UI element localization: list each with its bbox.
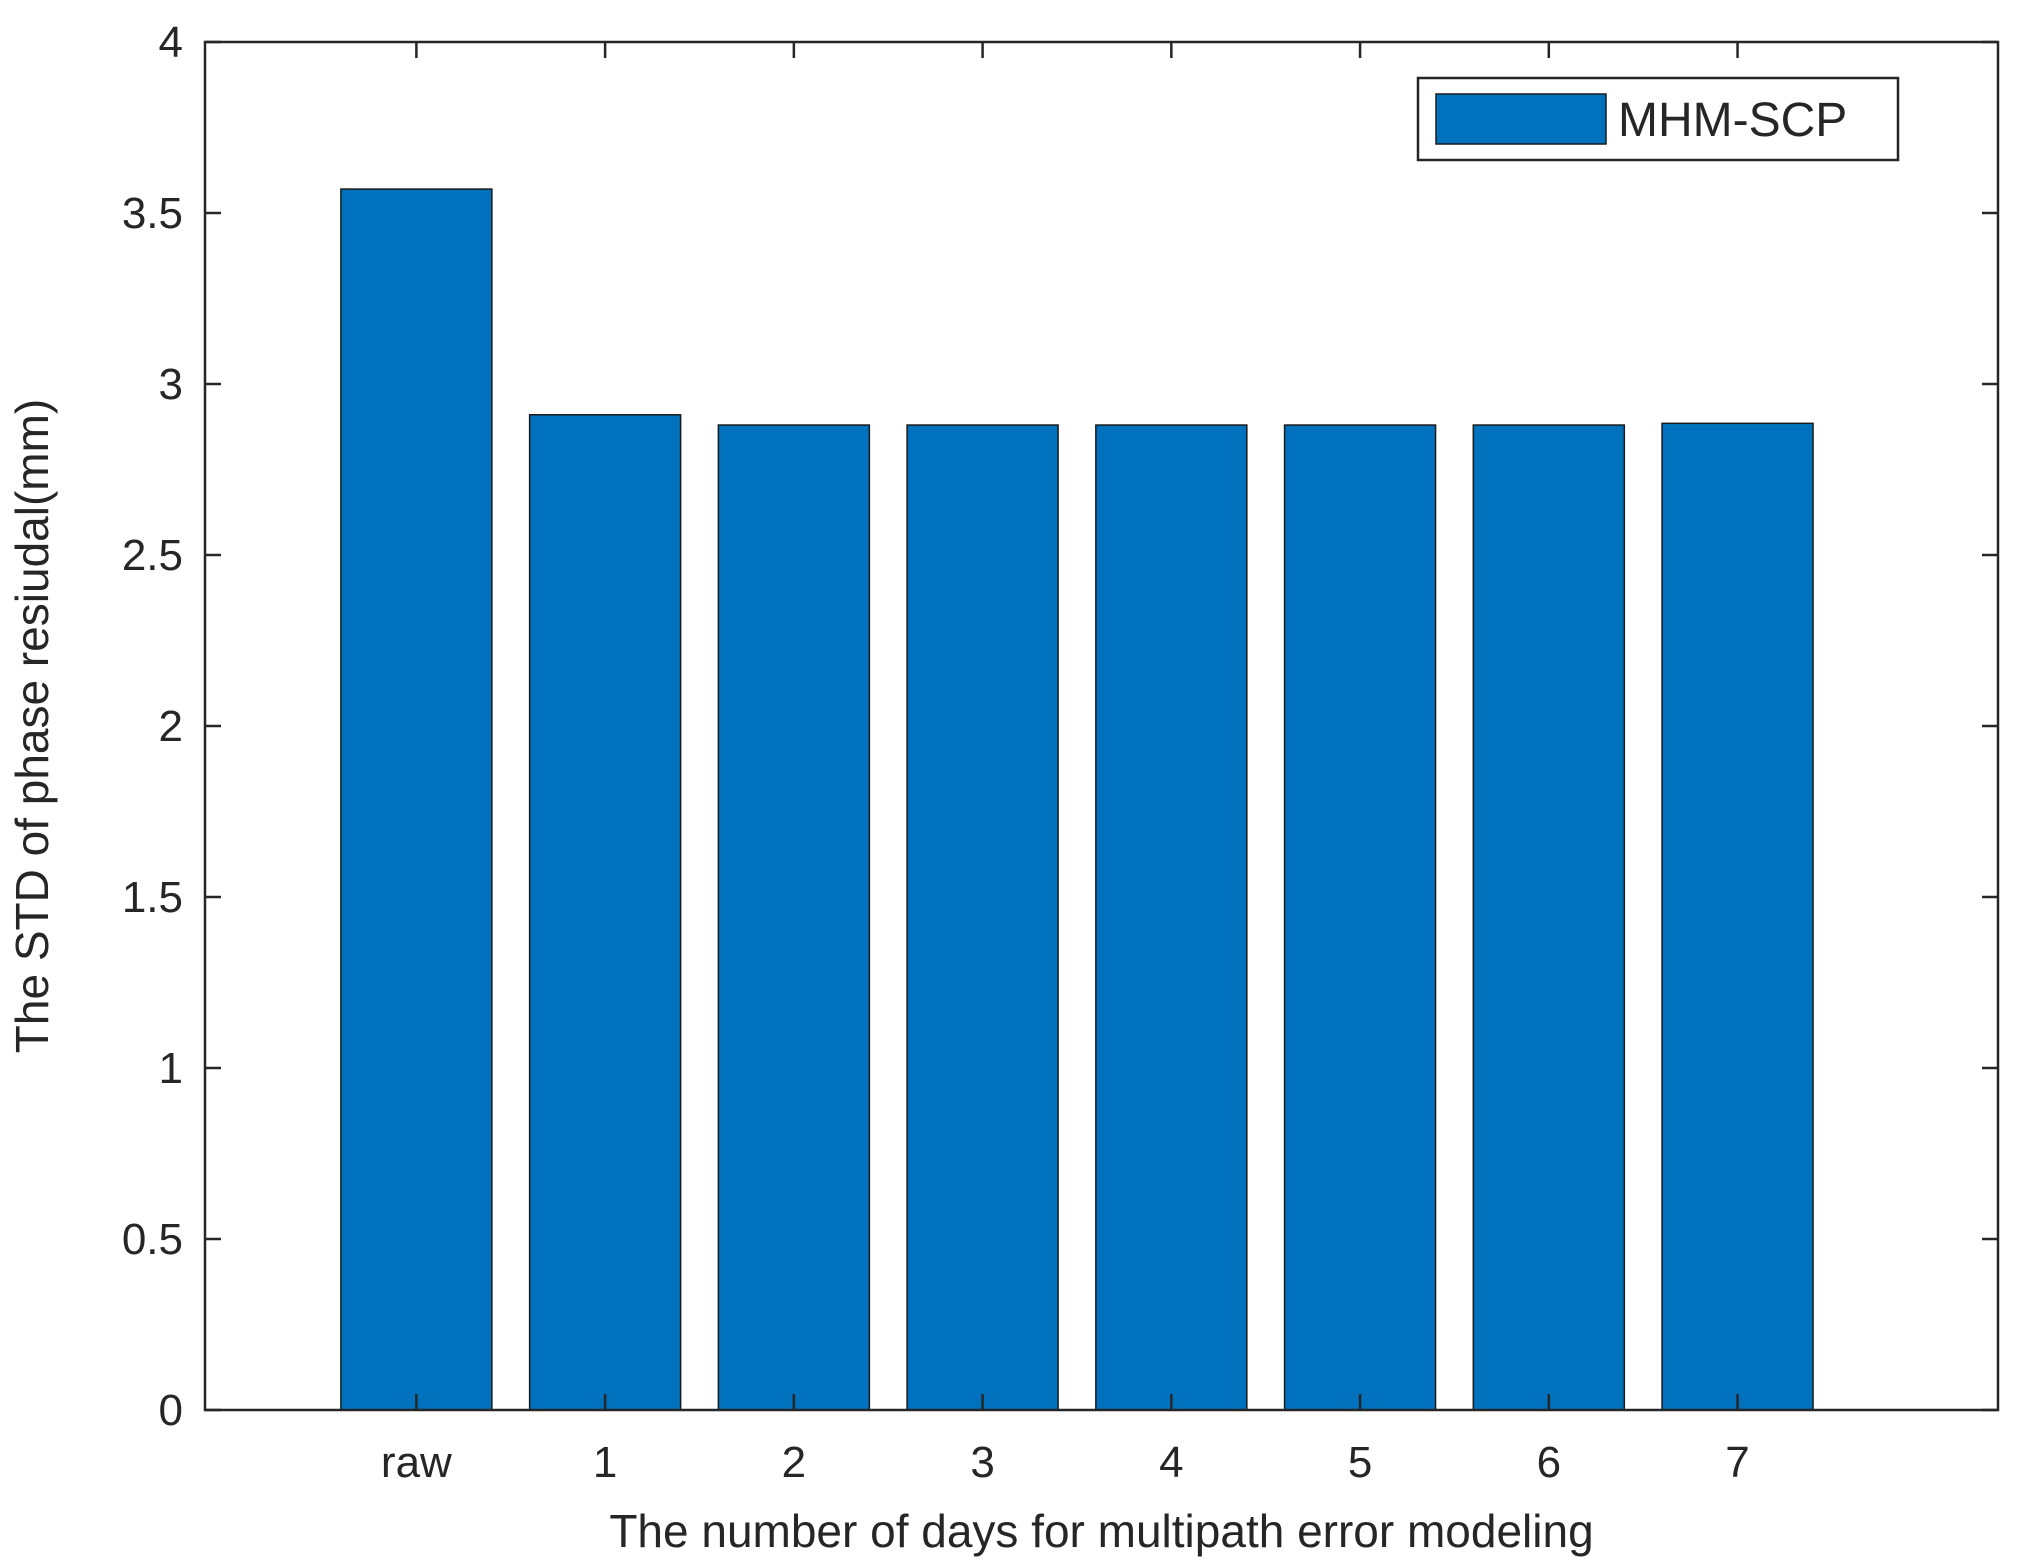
y-tick-label: 0.5 xyxy=(122,1215,183,1264)
y-tick-label: 4 xyxy=(159,18,183,67)
bar-4 xyxy=(1095,424,1248,1411)
y-tick-label: 0 xyxy=(159,1386,183,1435)
x-tick-label: 1 xyxy=(593,1438,617,1487)
y-tick-label: 3.5 xyxy=(122,189,183,238)
x-tick-label: 5 xyxy=(1348,1438,1372,1487)
bar-6 xyxy=(1472,424,1626,1411)
y-tick-label: 2.5 xyxy=(122,531,183,580)
bar-3 xyxy=(906,424,1059,1411)
bars-group xyxy=(340,188,1814,1411)
legend: MHM-SCP xyxy=(1416,76,1900,162)
y-tick-label: 3 xyxy=(159,360,183,409)
bar-7 xyxy=(1661,422,1814,1411)
x-tick-label: 2 xyxy=(782,1438,806,1487)
y-axis-title: The STD of phase resiudal(mm) xyxy=(6,399,58,1053)
bar-1 xyxy=(528,414,682,1411)
y-tick-label: 2 xyxy=(159,702,183,751)
x-axis-title: The number of days for multipath error m… xyxy=(609,1505,1593,1557)
bar-5 xyxy=(1283,424,1437,1411)
x-tick-label: 4 xyxy=(1159,1438,1183,1487)
bar-2 xyxy=(717,424,871,1411)
y-tick-label: 1 xyxy=(159,1044,183,1093)
x-tick-label: 7 xyxy=(1725,1438,1749,1487)
legend-label: MHM-SCP xyxy=(1618,94,1847,147)
bar-raw xyxy=(340,188,493,1411)
legend-swatch xyxy=(1435,93,1607,145)
ticks-group: 0 0.5 1 1.5 2 2.5 3 3.5 4 raw 1 2 3 4 5 6 7 xyxy=(122,18,1998,1487)
axes-box xyxy=(203,40,2000,1412)
x-tick-label: 6 xyxy=(1537,1438,1561,1487)
y-tick-label: 1.5 xyxy=(122,873,183,922)
x-tick-label: 3 xyxy=(970,1438,994,1487)
x-tick-label: raw xyxy=(381,1438,452,1487)
